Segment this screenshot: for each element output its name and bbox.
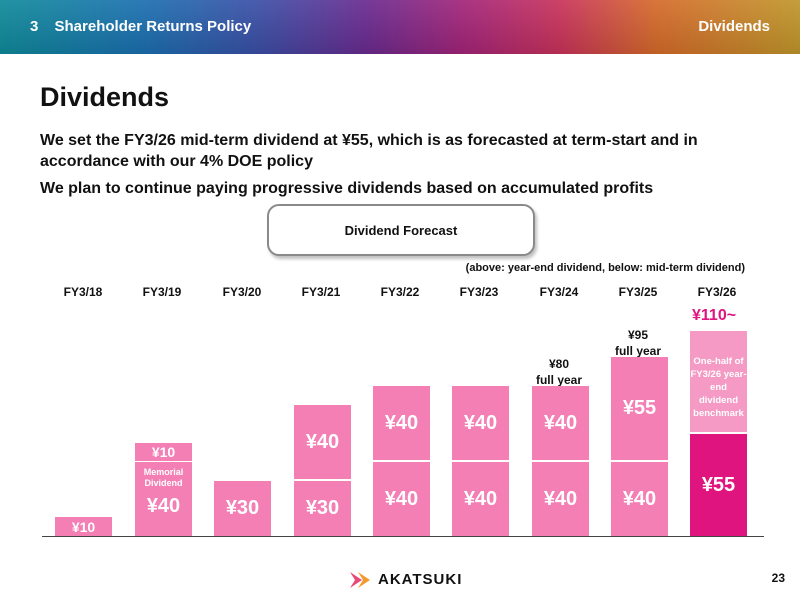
bar-fy18-midterm: ¥10 [55,517,112,536]
fy24-total-note: full year [535,373,583,387]
page-title: Dividends [40,82,170,112]
bar-fy25-midterm: ¥40 [611,462,668,536]
benchmark-label: One-half of FY3/26 year-end dividend ben… [690,356,747,419]
header-right-title: Dividends [698,18,770,35]
fy24-total-label: ¥80 full year [527,356,591,388]
bar-fy20-midterm: ¥30 [214,481,271,536]
bar-fy23-midterm: ¥40 [452,462,509,536]
akatsuki-logo: AKATSUKI [350,571,462,588]
tick-label-fy22: FY3/22 [380,285,420,299]
summary-line-2: We plan to continue paying progressive d… [40,180,654,197]
bar-fy19-midterm: ¥40 [135,462,192,536]
tick-label-fy24: FY3/24 [539,285,579,299]
bar-fy21-yearend: ¥40 [294,405,351,479]
summary-line-1: We set the FY3/26 mid-term dividend at ¥… [40,132,698,170]
fy25-total-value: ¥95 [627,328,649,342]
tick-label-fy26: FY3/26 [697,285,737,299]
bar-fy26-midterm: ¥55 [690,434,747,536]
chart-baseline [42,536,764,537]
tick-label-fy20: FY3/20 [222,285,262,299]
bar-fy26-yearend-forecast [690,331,747,432]
tick-label-fy19: FY3/19 [142,285,182,299]
section-number: 3 [30,18,39,35]
bar-fy24-yearend: ¥40 [532,386,589,460]
fy25-total-note: full year [614,344,662,358]
dividend-forecast-box: Dividend Forecast [267,204,535,256]
akatsuki-logo-icon [350,571,370,588]
bar-fy21-midterm: ¥30 [294,481,351,536]
fy25-total-label: ¥95 full year [606,327,670,359]
page-number: 23 [771,571,785,585]
tick-label-fy25: FY3/25 [618,285,658,299]
tick-label-fy23: FY3/23 [459,285,499,299]
fy24-total-value: ¥80 [548,357,570,371]
memorial-dividend-label: Memorial Dividend [143,467,184,488]
header-bar: 3 Shareholder Returns Policy Dividends [0,0,800,54]
section-title: Shareholder Returns Policy [54,18,252,35]
chart-note: (above: year-end dividend, below: mid-te… [465,262,745,274]
bar-fy24-midterm: ¥40 [532,462,589,536]
logo-text: AKATSUKI [378,571,463,588]
bar-fy23-yearend: ¥40 [452,386,509,460]
section-heading: 3 Shareholder Returns Policy [30,18,251,35]
bar-fy22-midterm: ¥40 [373,462,430,536]
bar-fy25-yearend: ¥55 [611,357,668,460]
bar-fy22-yearend: ¥40 [373,386,430,460]
bar-fy19-yearend: ¥10 [135,443,192,461]
tick-label-fy21: FY3/21 [301,285,341,299]
tick-label-fy18: FY3/18 [63,285,103,299]
fy26-total-label: ¥110~ [692,307,737,324]
